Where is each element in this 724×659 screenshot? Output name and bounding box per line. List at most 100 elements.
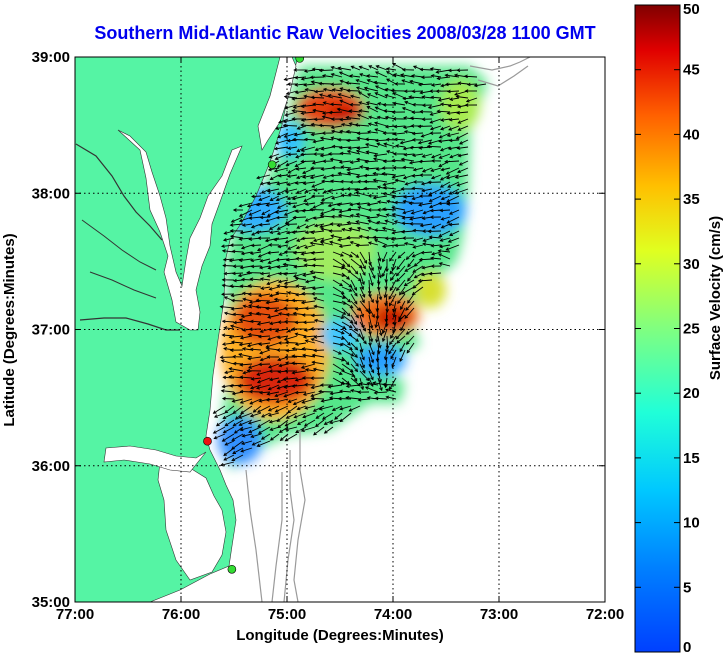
velocity-arrowhead	[213, 435, 218, 440]
velocity-vector	[283, 118, 298, 123]
velocity-vector	[413, 229, 424, 232]
velocity-arrowhead	[399, 348, 403, 353]
velocity-arrowhead	[430, 95, 435, 100]
velocity-arrowhead	[417, 278, 422, 283]
velocity-vector	[401, 230, 415, 233]
velocity-arrowhead	[392, 132, 397, 136]
velocity-vector	[436, 69, 451, 73]
velocity-arrowhead	[255, 386, 260, 390]
velocity-vector	[376, 349, 379, 362]
velocity-vector	[233, 313, 244, 316]
velocity-arrowhead	[377, 101, 382, 106]
velocity-vector	[258, 293, 271, 297]
velocity-arrowhead	[428, 192, 433, 196]
velocity-arrowhead	[366, 202, 371, 207]
velocity-arrowhead	[276, 231, 281, 236]
velocity-vector	[329, 241, 343, 246]
velocity-arrowhead	[328, 396, 333, 400]
velocity-vector	[284, 384, 298, 388]
velocity-arrowhead	[248, 212, 253, 216]
velocity-arrowhead	[454, 92, 458, 96]
velocity-vector	[313, 139, 325, 143]
velocity-arrowhead	[367, 241, 372, 245]
velocity-arrowhead	[372, 157, 377, 161]
velocity-vector	[283, 263, 298, 267]
velocity-vector	[274, 146, 289, 150]
velocity-arrowhead	[282, 262, 287, 267]
velocity-arrowhead	[310, 396, 315, 401]
velocity-vector	[287, 230, 298, 234]
velocity-vector	[376, 143, 388, 148]
velocity-arrowhead	[354, 300, 358, 305]
velocity-vector	[257, 419, 271, 428]
velocity-arrowhead	[283, 272, 287, 276]
velocity-arrowhead	[266, 355, 271, 359]
velocity-arrowhead	[372, 171, 377, 176]
velocity-arrowhead	[313, 238, 317, 243]
velocity-arrowhead	[419, 109, 424, 114]
velocity-arrowhead	[304, 87, 309, 92]
velocity-vector	[266, 347, 280, 351]
velocity-vector	[239, 202, 253, 207]
velocity-vector	[296, 146, 307, 152]
velocity-vector	[286, 90, 298, 95]
velocity-arrowhead	[364, 142, 369, 147]
velocity-arrowhead	[268, 154, 273, 159]
velocity-arrowhead	[277, 312, 282, 316]
velocity-arrowhead	[248, 237, 253, 241]
velocity-vector	[283, 124, 298, 127]
velocity-arrowhead	[391, 158, 396, 163]
velocity-arrowhead	[327, 93, 332, 98]
velocity-vector	[474, 83, 487, 87]
velocity-vector	[319, 405, 334, 410]
velocity-arrowhead	[402, 96, 407, 101]
velocity-vector	[447, 90, 460, 93]
velocity-arrowhead	[311, 184, 316, 188]
velocity-arrowhead	[276, 205, 281, 209]
velocity-arrowhead	[427, 180, 432, 185]
velocity-arrowhead	[457, 169, 461, 174]
velocity-vector	[223, 376, 235, 379]
velocity-arrowhead	[301, 130, 306, 135]
velocity-vector	[412, 132, 424, 135]
velocity-vector	[285, 419, 298, 427]
velocity-arrowhead	[397, 318, 402, 323]
velocity-arrowhead	[417, 82, 422, 87]
velocity-vector	[331, 208, 343, 211]
velocity-vector	[428, 139, 442, 145]
velocity-vector	[314, 349, 325, 352]
velocity-vector	[431, 96, 442, 99]
velocity-arrowhead	[403, 116, 407, 120]
velocity-arrowhead	[412, 269, 417, 273]
velocity-vector	[366, 106, 379, 113]
velocity-arrowhead	[291, 370, 296, 375]
velocity-arrowhead	[356, 202, 361, 206]
velocity-vector	[296, 223, 307, 229]
velocity-arrowhead	[221, 384, 226, 389]
velocity-arrowhead	[303, 198, 308, 202]
velocity-arrowhead	[275, 257, 280, 262]
velocity-arrowhead	[278, 120, 283, 124]
velocity-arrowhead	[241, 223, 246, 227]
velocity-vector	[374, 239, 388, 246]
velocity-arrowhead	[223, 452, 228, 457]
velocity-arrowhead	[266, 189, 271, 193]
velocity-arrowhead	[310, 385, 315, 390]
velocity-arrowhead	[349, 319, 354, 324]
velocity-vector	[448, 104, 460, 107]
velocity-vector	[259, 342, 271, 345]
velocity-arrowhead	[435, 89, 440, 93]
velocity-arrowhead	[379, 332, 383, 337]
velocity-arrowhead	[338, 71, 343, 75]
velocity-vector	[292, 202, 307, 208]
velocity-vector	[268, 363, 280, 368]
velocity-arrowhead	[313, 296, 318, 301]
velocity-arrowhead	[419, 194, 423, 198]
velocity-vector	[224, 272, 235, 275]
velocity-arrowhead	[347, 146, 352, 150]
velocity-arrowhead	[313, 348, 317, 353]
velocity-arrowhead	[238, 203, 243, 208]
velocity-arrowhead	[259, 357, 264, 362]
velocity-arrowhead	[275, 141, 280, 145]
velocity-vector	[233, 321, 244, 324]
